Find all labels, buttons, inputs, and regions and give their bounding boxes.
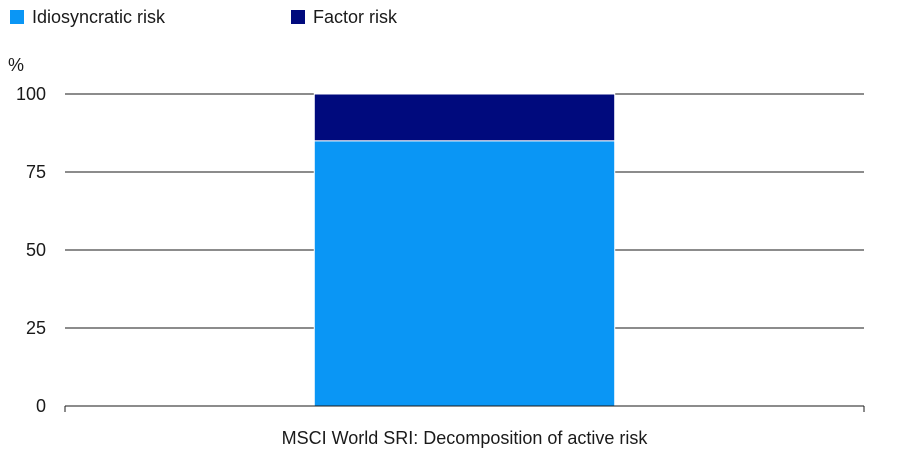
bar-segment-idiosyncratic-risk	[313, 140, 616, 407]
legend-swatch-factor-risk	[291, 10, 305, 24]
y-tick-label-25: 25	[26, 318, 46, 338]
y-axis-tick-labels: 0 25 50 75 100	[16, 84, 46, 416]
y-tick-label-100: 100	[16, 84, 46, 104]
legend: Idiosyncratic risk Factor risk	[10, 7, 398, 27]
bars	[313, 93, 616, 407]
y-tick-label-0: 0	[36, 396, 46, 416]
x-axis-category-labels: MSCI World SRI: Decomposition of active …	[282, 428, 649, 448]
y-tick-label-50: 50	[26, 240, 46, 260]
y-tick-label-75: 75	[26, 162, 46, 182]
y-axis-unit-label: %	[8, 55, 24, 75]
legend-swatch-idiosyncratic-risk	[10, 10, 24, 24]
x-category-label: MSCI World SRI: Decomposition of active …	[282, 428, 649, 448]
bar-segment-factor-risk	[313, 93, 616, 142]
legend-label-factor-risk: Factor risk	[313, 7, 398, 27]
legend-label-idiosyncratic-risk: Idiosyncratic risk	[32, 7, 166, 27]
x-axis	[64, 405, 865, 412]
